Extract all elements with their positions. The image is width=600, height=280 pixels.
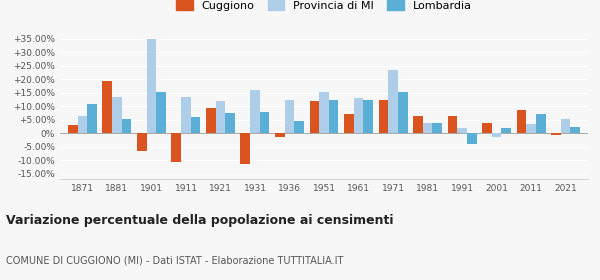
Bar [284, 100, 295, 133]
Bar [275, 133, 284, 137]
Bar [492, 133, 502, 137]
Bar [241, 133, 250, 164]
Bar [191, 117, 200, 133]
Bar [526, 124, 536, 133]
Bar [206, 108, 215, 133]
Bar [250, 90, 260, 133]
Bar [388, 70, 398, 133]
Bar [122, 118, 131, 133]
Bar [103, 81, 112, 133]
Bar [260, 112, 269, 133]
Bar [226, 113, 235, 133]
Bar [364, 100, 373, 133]
Bar [329, 100, 338, 133]
Bar [295, 121, 304, 133]
Bar [457, 128, 467, 133]
Text: Variazione percentuale della popolazione ai censimenti: Variazione percentuale della popolazione… [6, 214, 394, 227]
Bar [68, 125, 77, 133]
Bar [156, 92, 166, 133]
Bar [310, 101, 319, 133]
Bar [379, 100, 388, 133]
Bar [181, 97, 191, 133]
Text: COMUNE DI CUGGIONO (MI) - Dati ISTAT - Elaborazione TUTTITALIA.IT: COMUNE DI CUGGIONO (MI) - Dati ISTAT - E… [6, 255, 343, 265]
Bar [146, 39, 156, 133]
Bar [172, 133, 181, 162]
Bar [112, 97, 122, 133]
Bar [422, 123, 433, 133]
Bar [467, 133, 476, 144]
Bar [344, 115, 353, 133]
Bar [571, 127, 580, 133]
Bar [87, 104, 97, 133]
Bar [215, 101, 226, 133]
Bar [398, 92, 407, 133]
Bar [448, 116, 457, 133]
Bar [517, 110, 526, 133]
Bar [319, 92, 329, 133]
Bar [561, 118, 571, 133]
Bar [536, 115, 545, 133]
Bar [551, 133, 561, 135]
Bar [433, 123, 442, 133]
Bar [413, 116, 422, 133]
Bar [353, 98, 364, 133]
Bar [77, 116, 87, 133]
Legend: Cuggiono, Provincia di MI, Lombardia: Cuggiono, Provincia di MI, Lombardia [172, 0, 476, 15]
Bar [502, 128, 511, 133]
Bar [482, 123, 492, 133]
Bar [137, 133, 146, 151]
